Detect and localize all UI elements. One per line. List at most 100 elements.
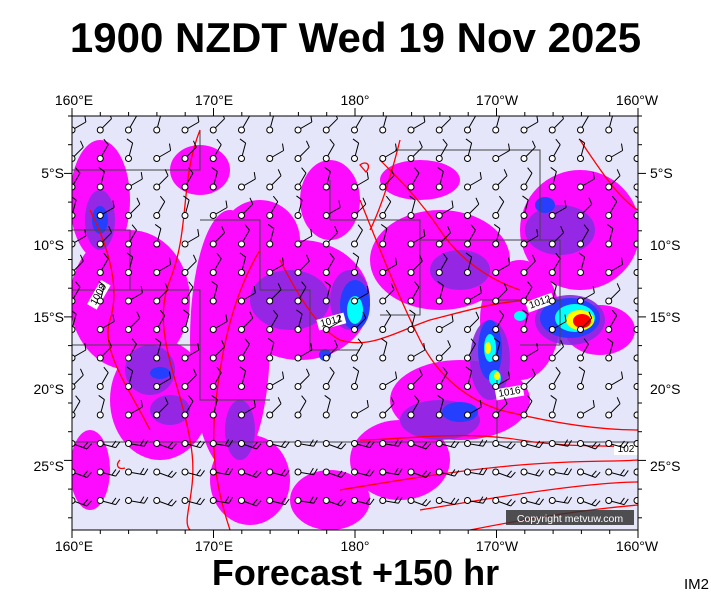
wind-station — [548, 183, 556, 191]
wind-barb-feather — [394, 467, 399, 475]
wind-barb-feather — [447, 340, 452, 347]
wind-barb-feather — [470, 338, 476, 345]
wind-barb-feather — [451, 314, 454, 322]
wind-barb-feather — [277, 169, 282, 176]
wind-barb-feather — [329, 138, 335, 145]
wind-barb-feather — [249, 311, 254, 319]
wind-station — [548, 212, 556, 219]
wind-station — [209, 440, 217, 447]
wind-station — [72, 269, 76, 276]
wind-station — [577, 497, 584, 504]
wind-barb-feather — [126, 138, 133, 144]
wind-station — [125, 183, 132, 191]
wind-station — [351, 297, 358, 305]
wind-station — [633, 269, 638, 276]
wind-barb-feather — [171, 471, 177, 478]
wind-barb-feather — [421, 441, 428, 448]
wind-barb-feather — [555, 366, 561, 373]
wind-barb-feather — [139, 439, 145, 446]
wind-barb-feather — [84, 343, 87, 351]
wind-station — [153, 383, 161, 390]
wind-station — [72, 468, 76, 476]
wind-barb-feather — [253, 400, 256, 408]
wind-station — [577, 183, 584, 191]
wind-barb-feather — [465, 366, 472, 372]
wind-barb-feather — [362, 311, 367, 319]
wind-barb-feather — [366, 400, 369, 408]
wind-station — [72, 212, 76, 219]
wind-station — [407, 297, 415, 305]
wind-station — [577, 269, 584, 276]
wind-station — [464, 497, 471, 504]
wind-barb-feather — [482, 497, 488, 504]
wind-station — [238, 155, 245, 162]
wind-barb-feather — [369, 441, 375, 448]
wind-barb-feather — [507, 371, 511, 379]
wind-barb-feather — [183, 309, 190, 315]
wind-station — [407, 212, 415, 219]
wind-station — [548, 440, 556, 447]
wind-station — [238, 297, 245, 305]
wind-station — [379, 212, 387, 219]
wind-barb-feather — [418, 140, 423, 148]
wind-barb-feather — [527, 395, 533, 402]
wind-barb-feather — [450, 469, 456, 476]
wind-station — [153, 212, 161, 219]
wind-station — [520, 440, 528, 447]
wind-barb-feather — [595, 471, 601, 478]
wind-barb-feather — [239, 138, 246, 144]
wind-barb-feather — [506, 441, 512, 448]
wind-barb-feather — [493, 338, 501, 343]
wind-station — [125, 440, 132, 447]
wind-barb-feather — [535, 440, 541, 447]
wind-station — [294, 297, 302, 305]
wind-station — [96, 354, 104, 362]
wind-barb-feather — [211, 167, 218, 172]
wind-barb-feather — [619, 497, 625, 504]
wind-station — [125, 354, 132, 362]
wind-station — [605, 183, 613, 191]
wind-station — [492, 212, 500, 219]
wind-station — [492, 155, 500, 162]
wind-barb-feather — [620, 371, 624, 379]
wind-barb-feather — [616, 283, 621, 290]
wind-barb-feather — [380, 338, 388, 343]
wind-barb-feather — [313, 440, 318, 447]
wind-station — [435, 240, 443, 248]
wind-station — [435, 383, 443, 390]
wind-barb-feather — [539, 498, 544, 505]
wind-station — [492, 326, 500, 333]
wind-barb-feather — [224, 496, 230, 503]
wind-barb-feather — [567, 440, 573, 447]
wind-station — [633, 183, 638, 191]
wind-station — [181, 183, 189, 191]
wind-barb-feather — [494, 110, 500, 114]
wind-station — [605, 126, 613, 134]
wind-barb-feather — [167, 441, 173, 448]
wind-barb-feather — [252, 441, 258, 448]
wind-barb-feather — [560, 340, 565, 347]
wind-barb-feather — [619, 440, 625, 447]
wind-barb-feather — [111, 497, 117, 504]
wind-station — [266, 297, 274, 305]
wind-station — [153, 183, 161, 191]
wind-station — [492, 440, 500, 447]
wind-station — [435, 155, 443, 162]
wind-barb-feather — [82, 441, 89, 448]
wind-station — [633, 354, 638, 362]
wind-barb-feather — [414, 281, 420, 288]
wind-barb-feather — [197, 343, 200, 351]
wind-barb-feather — [620, 257, 624, 265]
wind-barb-feather — [225, 200, 228, 208]
wind-station — [209, 468, 217, 476]
wind-station — [492, 269, 500, 276]
wind-station — [577, 411, 584, 419]
wind-barb-feather — [196, 497, 202, 504]
wind-barb-feather — [253, 172, 256, 180]
wind-barb-feather — [252, 498, 258, 505]
wind-barb-feather — [136, 197, 141, 205]
wind-barb-feather — [365, 440, 371, 447]
wind-barb-feather — [164, 397, 169, 404]
wind-barb-feather — [211, 281, 218, 286]
wind-barb-staff — [636, 356, 638, 359]
